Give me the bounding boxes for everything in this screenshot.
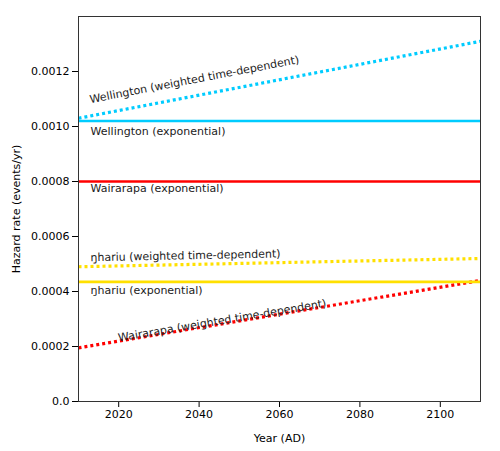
svg-text:0.0012: 0.0012 — [31, 65, 70, 78]
svg-text:2060: 2060 — [266, 408, 294, 421]
svg-text:Wellington (weighted time-depe: Wellington (weighted time-dependent) — [89, 53, 301, 106]
svg-text:Wairarapa (exponential): Wairarapa (exponential) — [91, 182, 224, 195]
svg-text:2100: 2100 — [426, 408, 454, 421]
svg-text:0.0: 0.0 — [52, 395, 70, 408]
svg-text:0.0004: 0.0004 — [31, 285, 70, 298]
svg-text:2020: 2020 — [105, 408, 133, 421]
svg-text:2080: 2080 — [346, 408, 374, 421]
svg-text:Hazard rate (events/yr): Hazard rate (events/yr) — [10, 145, 23, 274]
svg-text:0.0010: 0.0010 — [31, 120, 70, 133]
svg-text:0.0002: 0.0002 — [31, 340, 70, 353]
svg-text:Year (AD): Year (AD) — [253, 432, 305, 445]
svg-text:ŋhariu (weighted time-dependen: ŋhariu (weighted time-dependent) — [90, 247, 280, 264]
svg-text:0.0006: 0.0006 — [31, 230, 70, 243]
svg-text:0.0008: 0.0008 — [31, 175, 70, 188]
svg-text:ŋhariu (exponential): ŋhariu (exponential) — [91, 284, 203, 297]
svg-text:Wairarapa (weighted time-depen: Wairarapa (weighted time-dependent) — [117, 297, 327, 345]
svg-text:Wellington (exponential): Wellington (exponential) — [91, 125, 226, 138]
svg-text:2040: 2040 — [185, 408, 213, 421]
